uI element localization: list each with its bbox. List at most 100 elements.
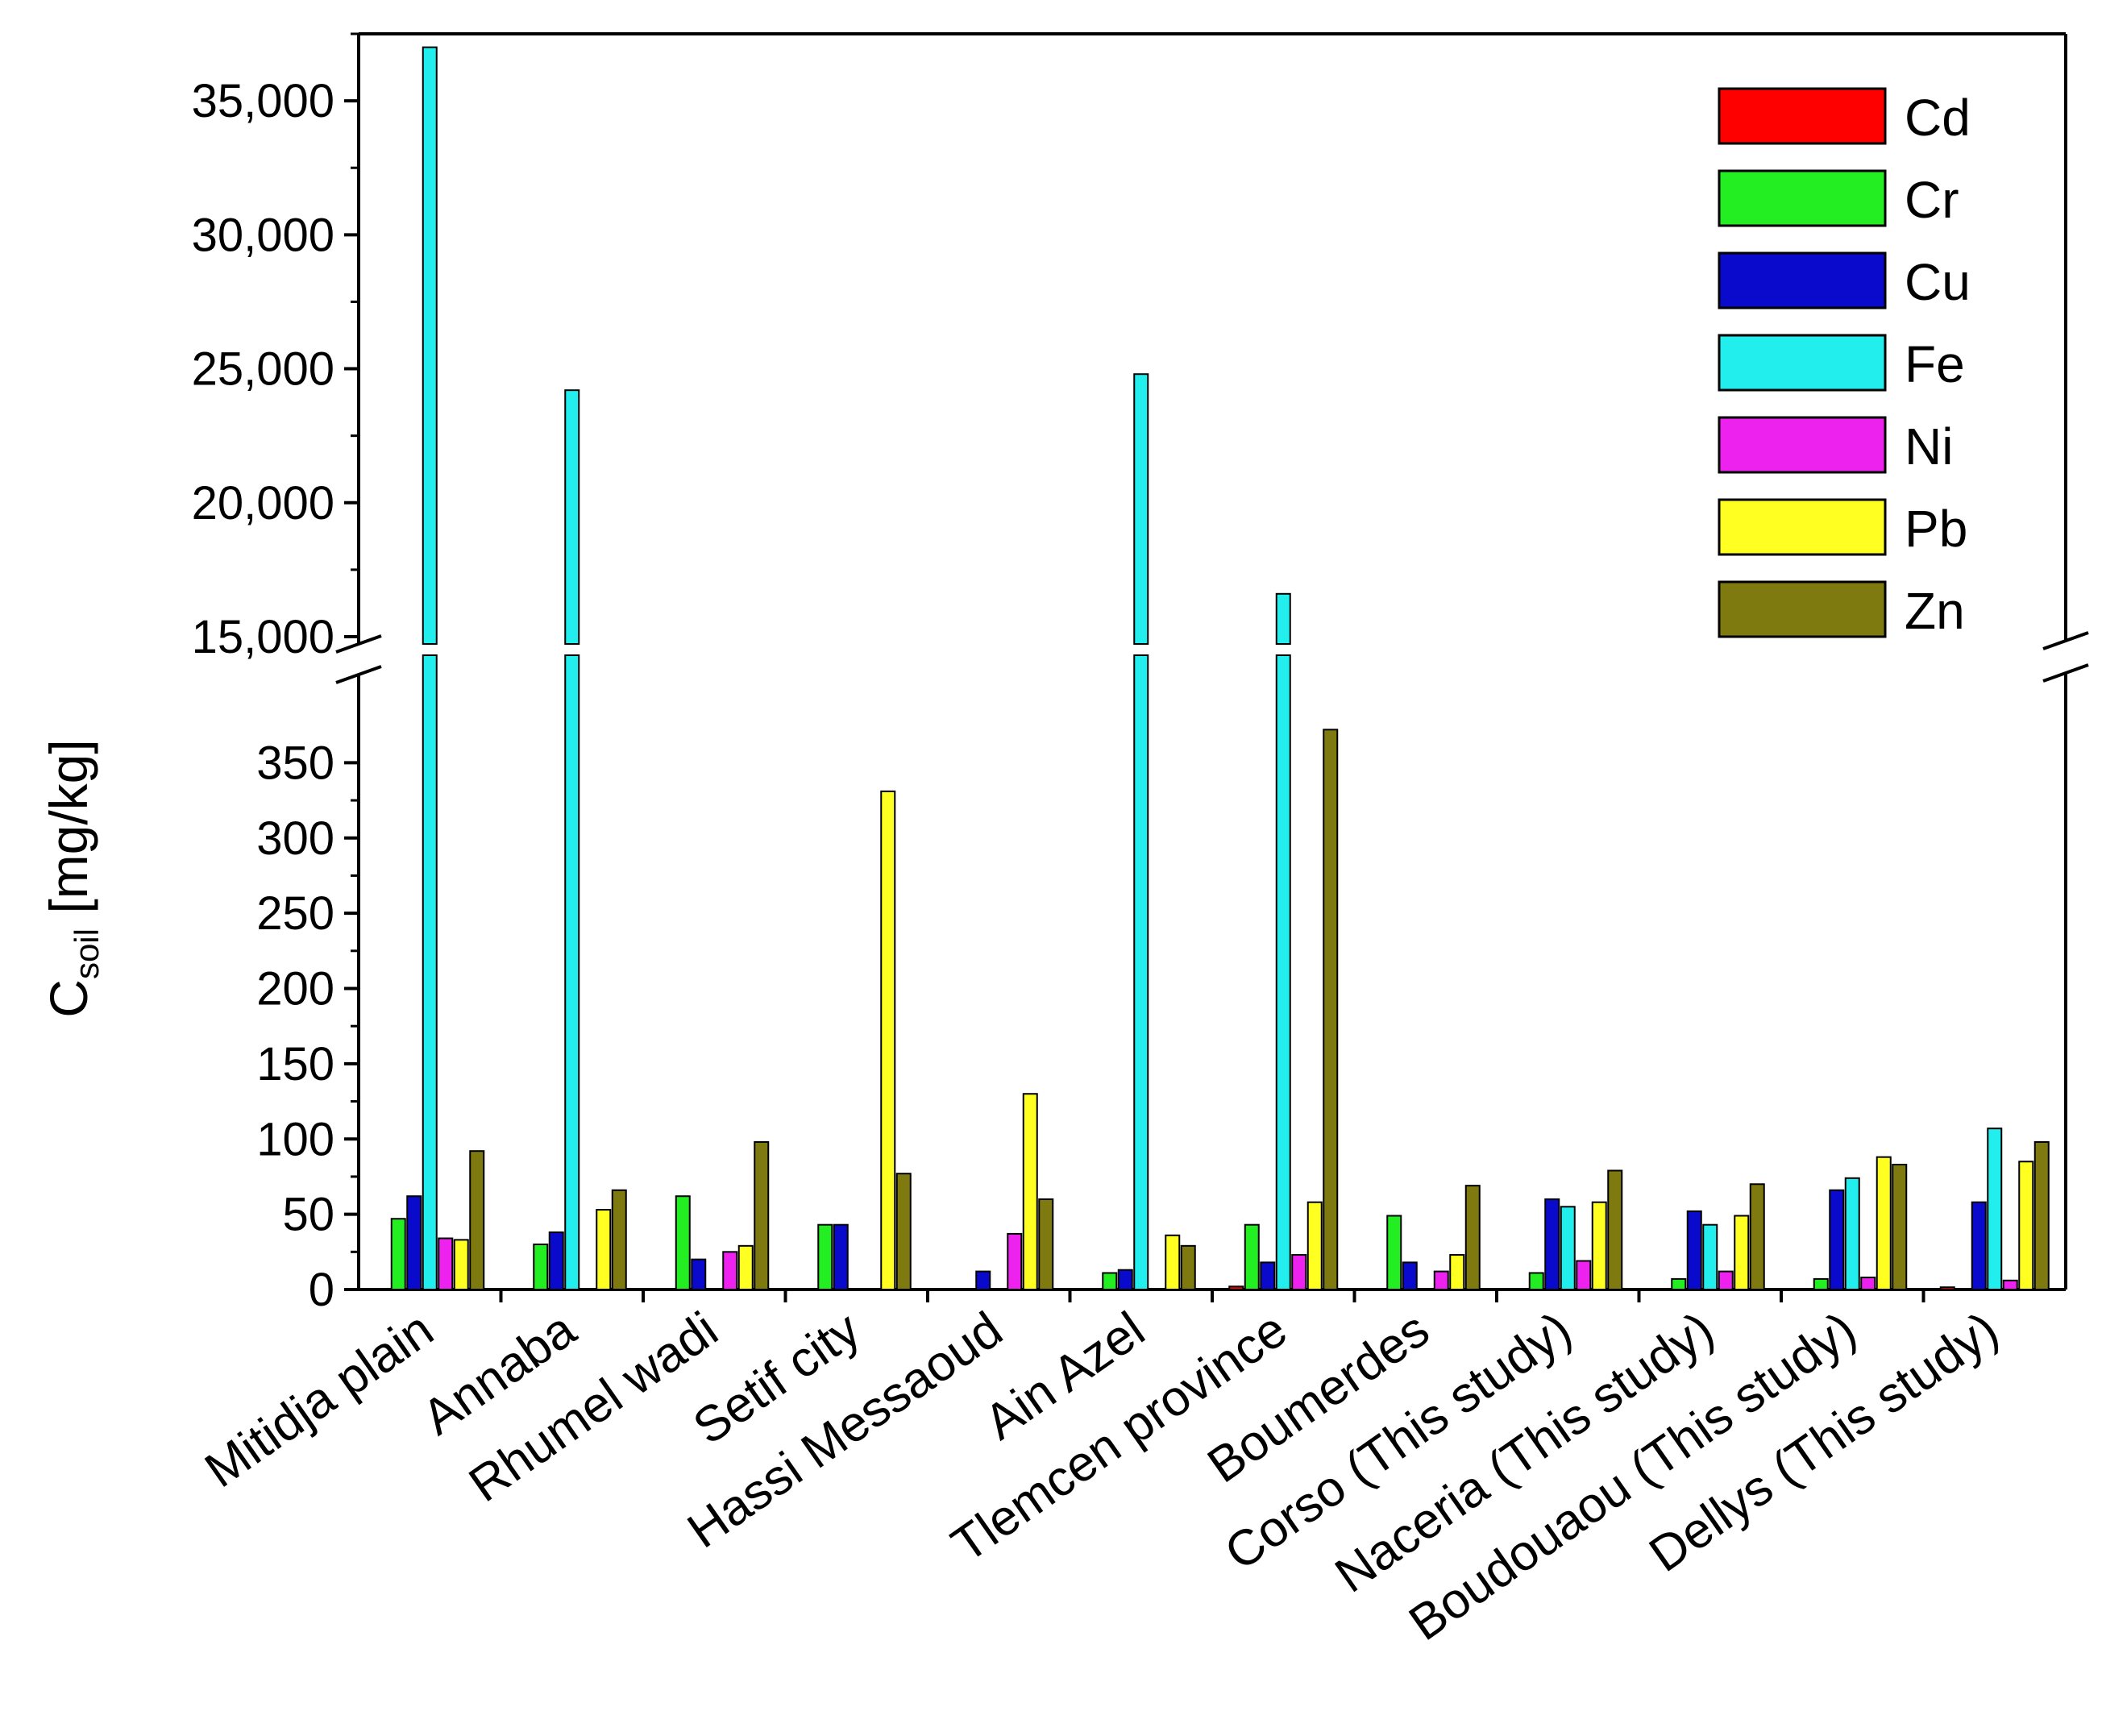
bar-Zn [469,1150,485,1290]
bar-Ni [722,1251,738,1290]
bar-Pb [1591,1201,1607,1291]
bar-Cr [1671,1277,1687,1290]
bar-upper-segment [1133,373,1149,645]
bar-Ni [1433,1270,1449,1290]
y-axis-label: Csoil [mg/kg] [39,739,106,1017]
y-axis-label-subscript: soil [68,928,106,979]
bar-Cd [1939,1286,1955,1290]
y-tick-label: 100 [256,1113,334,1165]
bar-Fe [1702,1223,1718,1291]
axis-break-mark-left [335,634,382,654]
bar-Cr [1528,1272,1544,1291]
bar-Cu [1971,1201,1987,1291]
bar-Cu [1402,1261,1418,1291]
bar-Cu [691,1258,707,1291]
y-tick-label: 15,000 [192,611,334,663]
bar-Pb [453,1239,469,1291]
bar-Fe [1987,1128,2003,1290]
legend-label-Zn: Zn [1905,582,1965,640]
bar-Ni [1576,1260,1592,1290]
bar-Zn [1180,1244,1196,1291]
legend-label-Cu: Cu [1905,253,1971,311]
y-tick-label: 250 [256,887,334,940]
bar-Cu [1544,1198,1560,1290]
bar-Ni [1718,1270,1734,1290]
bar-Pb [1165,1234,1181,1291]
bar-upper-segment [422,46,438,646]
axis-break-mark-left [335,665,382,684]
bar-Zn [1892,1163,1908,1291]
bar-Cu [406,1195,422,1290]
bar-Cu [1260,1261,1276,1291]
axis-break-mark-right [2042,631,2089,650]
bar-Ni [1007,1232,1023,1290]
y-tick-label: 30,000 [192,209,334,261]
y-tick-label: 150 [256,1038,334,1090]
bar-Zn [611,1189,627,1290]
bar-lower-segment [1275,654,1291,1290]
bar-Fe [422,46,438,1290]
x-tick-label: Mitidja plain [195,1302,443,1498]
bar-lower-segment [1133,654,1149,1290]
bar-Fe [564,389,580,1290]
y-tick-label: 20,000 [192,477,334,530]
bar-Fe [1275,592,1291,1290]
legend-swatch-Fe [1718,334,1887,392]
bar-Cu [548,1231,564,1291]
bar-Cu [1829,1189,1845,1290]
legend-swatch-Zn [1718,580,1887,638]
bar-upper-segment [564,389,580,645]
y-tick-label: 25,000 [192,343,334,396]
bar-Cr [533,1243,549,1290]
bar-Pb [1876,1156,1892,1291]
y-axis-label-main: C [39,979,98,1018]
bar-upper-segment [1275,592,1291,646]
bar-Fe [1133,373,1149,1290]
bar-Pb [1306,1201,1323,1291]
bar-Ni [2002,1279,2018,1291]
bar-Zn [1323,729,1339,1290]
bar-Zn [2033,1140,2050,1290]
legend-swatch-Cd [1718,87,1887,145]
bar-Cr [1102,1272,1118,1291]
y-tick-label: 50 [282,1189,334,1241]
bar-Pb [737,1244,754,1291]
bar-Cd [1228,1285,1244,1291]
bar-Cr [390,1218,406,1291]
bar-lower-segment [422,654,438,1290]
bar-Cu [975,1270,991,1290]
bar-Zn [895,1173,912,1291]
bar-Ni [1860,1277,1876,1291]
legend-swatch-Cr [1718,169,1887,227]
legend-label-Ni: Ni [1905,417,1953,476]
bar-Cr [1386,1215,1402,1291]
legend-label-Cd: Cd [1905,89,1971,147]
bar-Zn [754,1140,770,1290]
legend-label-Fe: Fe [1905,335,1965,393]
legend-label-Cr: Cr [1905,171,1959,229]
bar-Cu [1686,1210,1702,1291]
bar-Zn [1464,1185,1481,1290]
y-tick-label: 350 [256,737,334,789]
bar-Cu [833,1223,849,1291]
legend-swatch-Ni [1718,416,1887,474]
bar-Pb [1449,1254,1465,1290]
legend-label-Pb: Pb [1905,500,1967,558]
bar-Pb [880,790,896,1290]
y-axis-label-unit: [mg/kg] [39,739,98,928]
y-tick-label: 200 [256,963,334,1015]
bars [390,46,2050,1291]
bar-Ni [1291,1254,1307,1290]
legend-swatch-Pb [1718,498,1887,556]
y-tick-label: 35,000 [192,75,334,127]
y-tick-label: 300 [256,812,334,865]
y-tick-label: 0 [309,1264,334,1316]
bar-Pb [2018,1161,2034,1290]
bar-Zn [1749,1183,1765,1291]
bar-Pb [1734,1215,1750,1291]
bar-Fe [1560,1206,1576,1290]
bar-Pb [1022,1093,1038,1290]
legend: Cd Cr Cu Fe Ni Pb Zn [1718,87,1971,640]
bar-Cu [1117,1269,1133,1291]
